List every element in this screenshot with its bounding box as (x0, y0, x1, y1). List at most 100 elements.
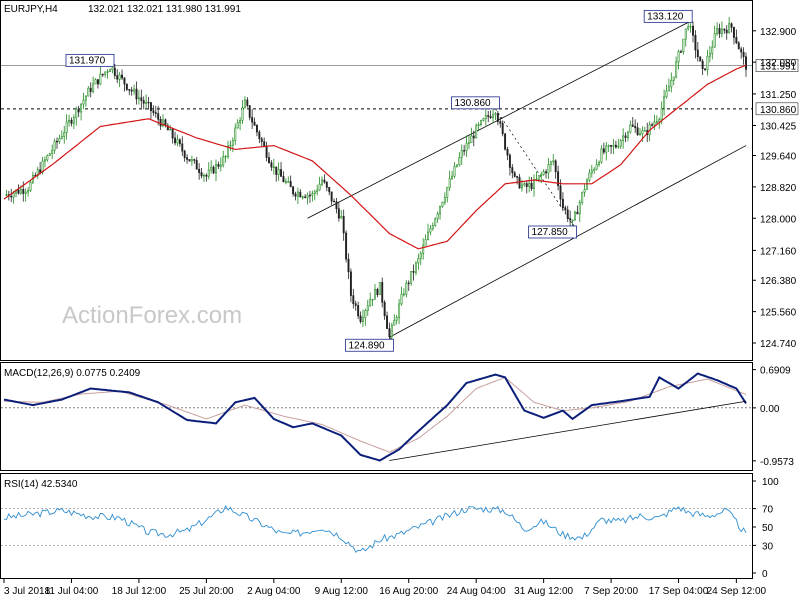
candle-body (436, 213, 439, 220)
candle-body (554, 160, 557, 173)
candle-body (737, 42, 740, 50)
candle-body (70, 119, 73, 124)
candle-body (174, 137, 177, 144)
candle-body (663, 96, 666, 109)
candle-body (231, 140, 234, 146)
candle-body (29, 181, 32, 191)
candle-body (219, 164, 222, 167)
price-tick-label: 124.740 (760, 339, 797, 350)
candle-body (598, 161, 601, 165)
candle-body (5, 194, 8, 196)
candle-body (610, 145, 613, 147)
candle-body (154, 112, 157, 114)
candle-body (679, 51, 682, 53)
macd-line (3, 372, 747, 462)
rsi-tick-label: 70 (762, 505, 774, 516)
candle-body (253, 121, 256, 126)
candle-body (27, 190, 30, 193)
candle-body (470, 135, 473, 144)
candle-body (614, 144, 617, 148)
candle-body (130, 89, 133, 92)
candle-body (583, 189, 586, 193)
rsi-tick-label: 100 (762, 477, 779, 488)
candle-body (198, 168, 201, 173)
candle-body (125, 83, 128, 90)
candle-body (311, 193, 314, 196)
candle-body (590, 170, 593, 174)
candle-body (109, 69, 111, 72)
candle-body (227, 145, 230, 157)
candle-body (713, 33, 716, 48)
candle-body (643, 130, 646, 132)
retracement-line (495, 108, 573, 225)
candle-body (482, 118, 485, 121)
candle-body (258, 131, 261, 140)
candle-body (588, 172, 591, 181)
candle-body (147, 101, 150, 104)
candle-body (328, 187, 331, 193)
candle-body (540, 174, 543, 176)
annotation-label-0: 131.970 (69, 55, 106, 66)
candle-body (202, 174, 205, 177)
candle-body (634, 126, 637, 129)
candle-body (626, 131, 629, 138)
candle-body (559, 185, 562, 200)
candle-body (407, 282, 410, 285)
rsi-panel (0, 473, 753, 579)
candle-body (215, 164, 217, 174)
candle-body (484, 115, 487, 120)
macd-panel (0, 362, 753, 471)
candle-body (641, 130, 644, 135)
candle-body (255, 125, 258, 133)
candle-body (68, 119, 71, 123)
level-tag-1 (755, 102, 799, 116)
candle-body (518, 177, 521, 189)
candle-body (622, 135, 625, 141)
candle-body (600, 148, 603, 163)
candle-body (511, 167, 514, 174)
candle-body (169, 128, 172, 131)
candle-body (431, 225, 434, 230)
time-tick-label: 18 Jul 12:00 (112, 586, 167, 597)
candle-body (718, 28, 721, 34)
candle-body (631, 124, 634, 127)
candle-body (43, 159, 46, 162)
candle-body (458, 157, 461, 166)
candle-body (677, 51, 680, 63)
candle-body (639, 133, 641, 136)
candle-body (137, 97, 140, 100)
candle-body (82, 99, 85, 105)
candle-body (410, 271, 413, 284)
candle-body (537, 175, 540, 180)
candle-body (58, 138, 61, 143)
candle-body (366, 305, 369, 311)
candle-body (186, 157, 189, 160)
candle-body (581, 191, 584, 203)
candle-body (602, 148, 605, 153)
candle-body (692, 25, 694, 36)
candle-body (745, 56, 747, 70)
candle-body (465, 142, 468, 152)
candle-body (118, 74, 121, 80)
time-tick-label: 24 Sep 12:00 (707, 586, 767, 597)
time-tick-label: 16 Aug 20:00 (379, 586, 438, 597)
channel-lower-line (389, 145, 747, 338)
candle-body (617, 145, 620, 148)
candle-body (357, 305, 360, 317)
candle-body (655, 121, 658, 123)
candle-body (566, 209, 569, 219)
candle-body (708, 52, 711, 57)
candle-body (506, 148, 509, 156)
candle-body (364, 310, 367, 319)
price-panel (0, 0, 753, 361)
level-tag-label-0: 131.991 (760, 62, 797, 73)
candle-body (595, 164, 598, 170)
candle-body (393, 319, 396, 326)
candle-body (619, 140, 622, 147)
rsi-tick-label: 30 (762, 541, 774, 552)
candle-body (723, 28, 726, 31)
candle-body (282, 176, 285, 183)
candle-body (210, 166, 213, 171)
candle-body (277, 169, 280, 175)
candle-body (388, 328, 391, 337)
